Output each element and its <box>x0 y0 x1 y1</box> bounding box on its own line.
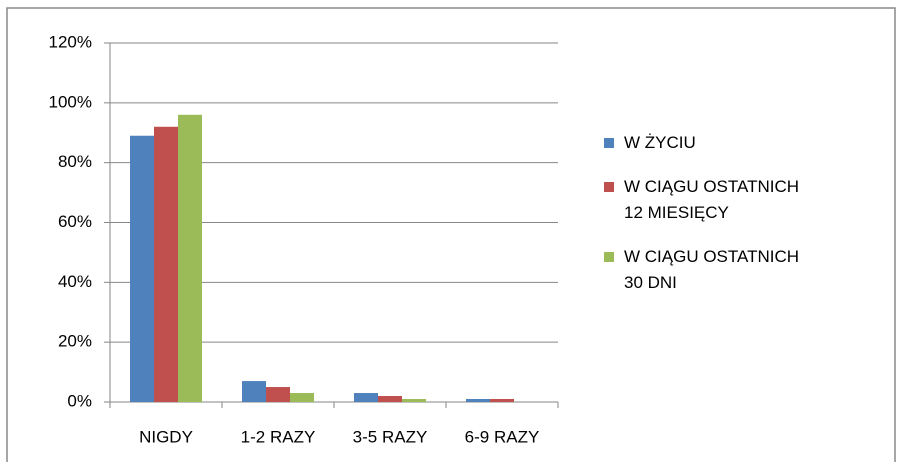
bar <box>154 126 178 403</box>
x-tick-label: 1-2 RAZY <box>241 427 316 446</box>
bar <box>290 393 314 402</box>
legend-label: W ŻYCIU <box>624 133 696 152</box>
legend-label: W CIĄGU OSTATNICH 30 DNI <box>624 247 800 292</box>
legend-swatch <box>604 138 614 148</box>
bar <box>178 114 202 403</box>
bar <box>466 399 490 402</box>
bar <box>402 399 426 402</box>
x-tick-label: NIGDY <box>139 427 193 446</box>
legend: W ŻYCIU W CIĄGU OSTATNICH 12 MIESIĘCY W CI… <box>600 130 820 314</box>
legend-swatch <box>604 252 614 262</box>
bar <box>490 399 514 402</box>
legend-label: W CIĄGU OSTATNICH 12 MIESIĘCY <box>624 177 800 222</box>
legend-entry: W CIĄGU OSTATNICH 30 DNI <box>600 244 820 296</box>
legend-entry: W CIĄGU OSTATNICH 12 MIESIĘCY <box>600 174 820 226</box>
y-tick-label: 20% <box>58 332 92 351</box>
legend-entry: W ŻYCIU <box>600 130 820 156</box>
legend-swatch <box>604 182 614 192</box>
y-tick-label: 0% <box>67 391 92 410</box>
bar <box>378 396 402 402</box>
bar <box>354 393 378 402</box>
bar <box>266 387 290 402</box>
chart-border <box>6 7 896 462</box>
y-tick-label: 80% <box>58 152 92 171</box>
y-tick-label: 120% <box>49 32 92 51</box>
y-tick-label: 40% <box>58 272 92 291</box>
bar <box>242 381 266 402</box>
x-tick-label: 6-9 RAZY <box>465 427 540 446</box>
y-tick-label: 100% <box>49 92 92 111</box>
bar <box>130 135 154 402</box>
x-tick-label: 3-5 RAZY <box>353 427 428 446</box>
y-tick-label: 60% <box>58 212 92 231</box>
